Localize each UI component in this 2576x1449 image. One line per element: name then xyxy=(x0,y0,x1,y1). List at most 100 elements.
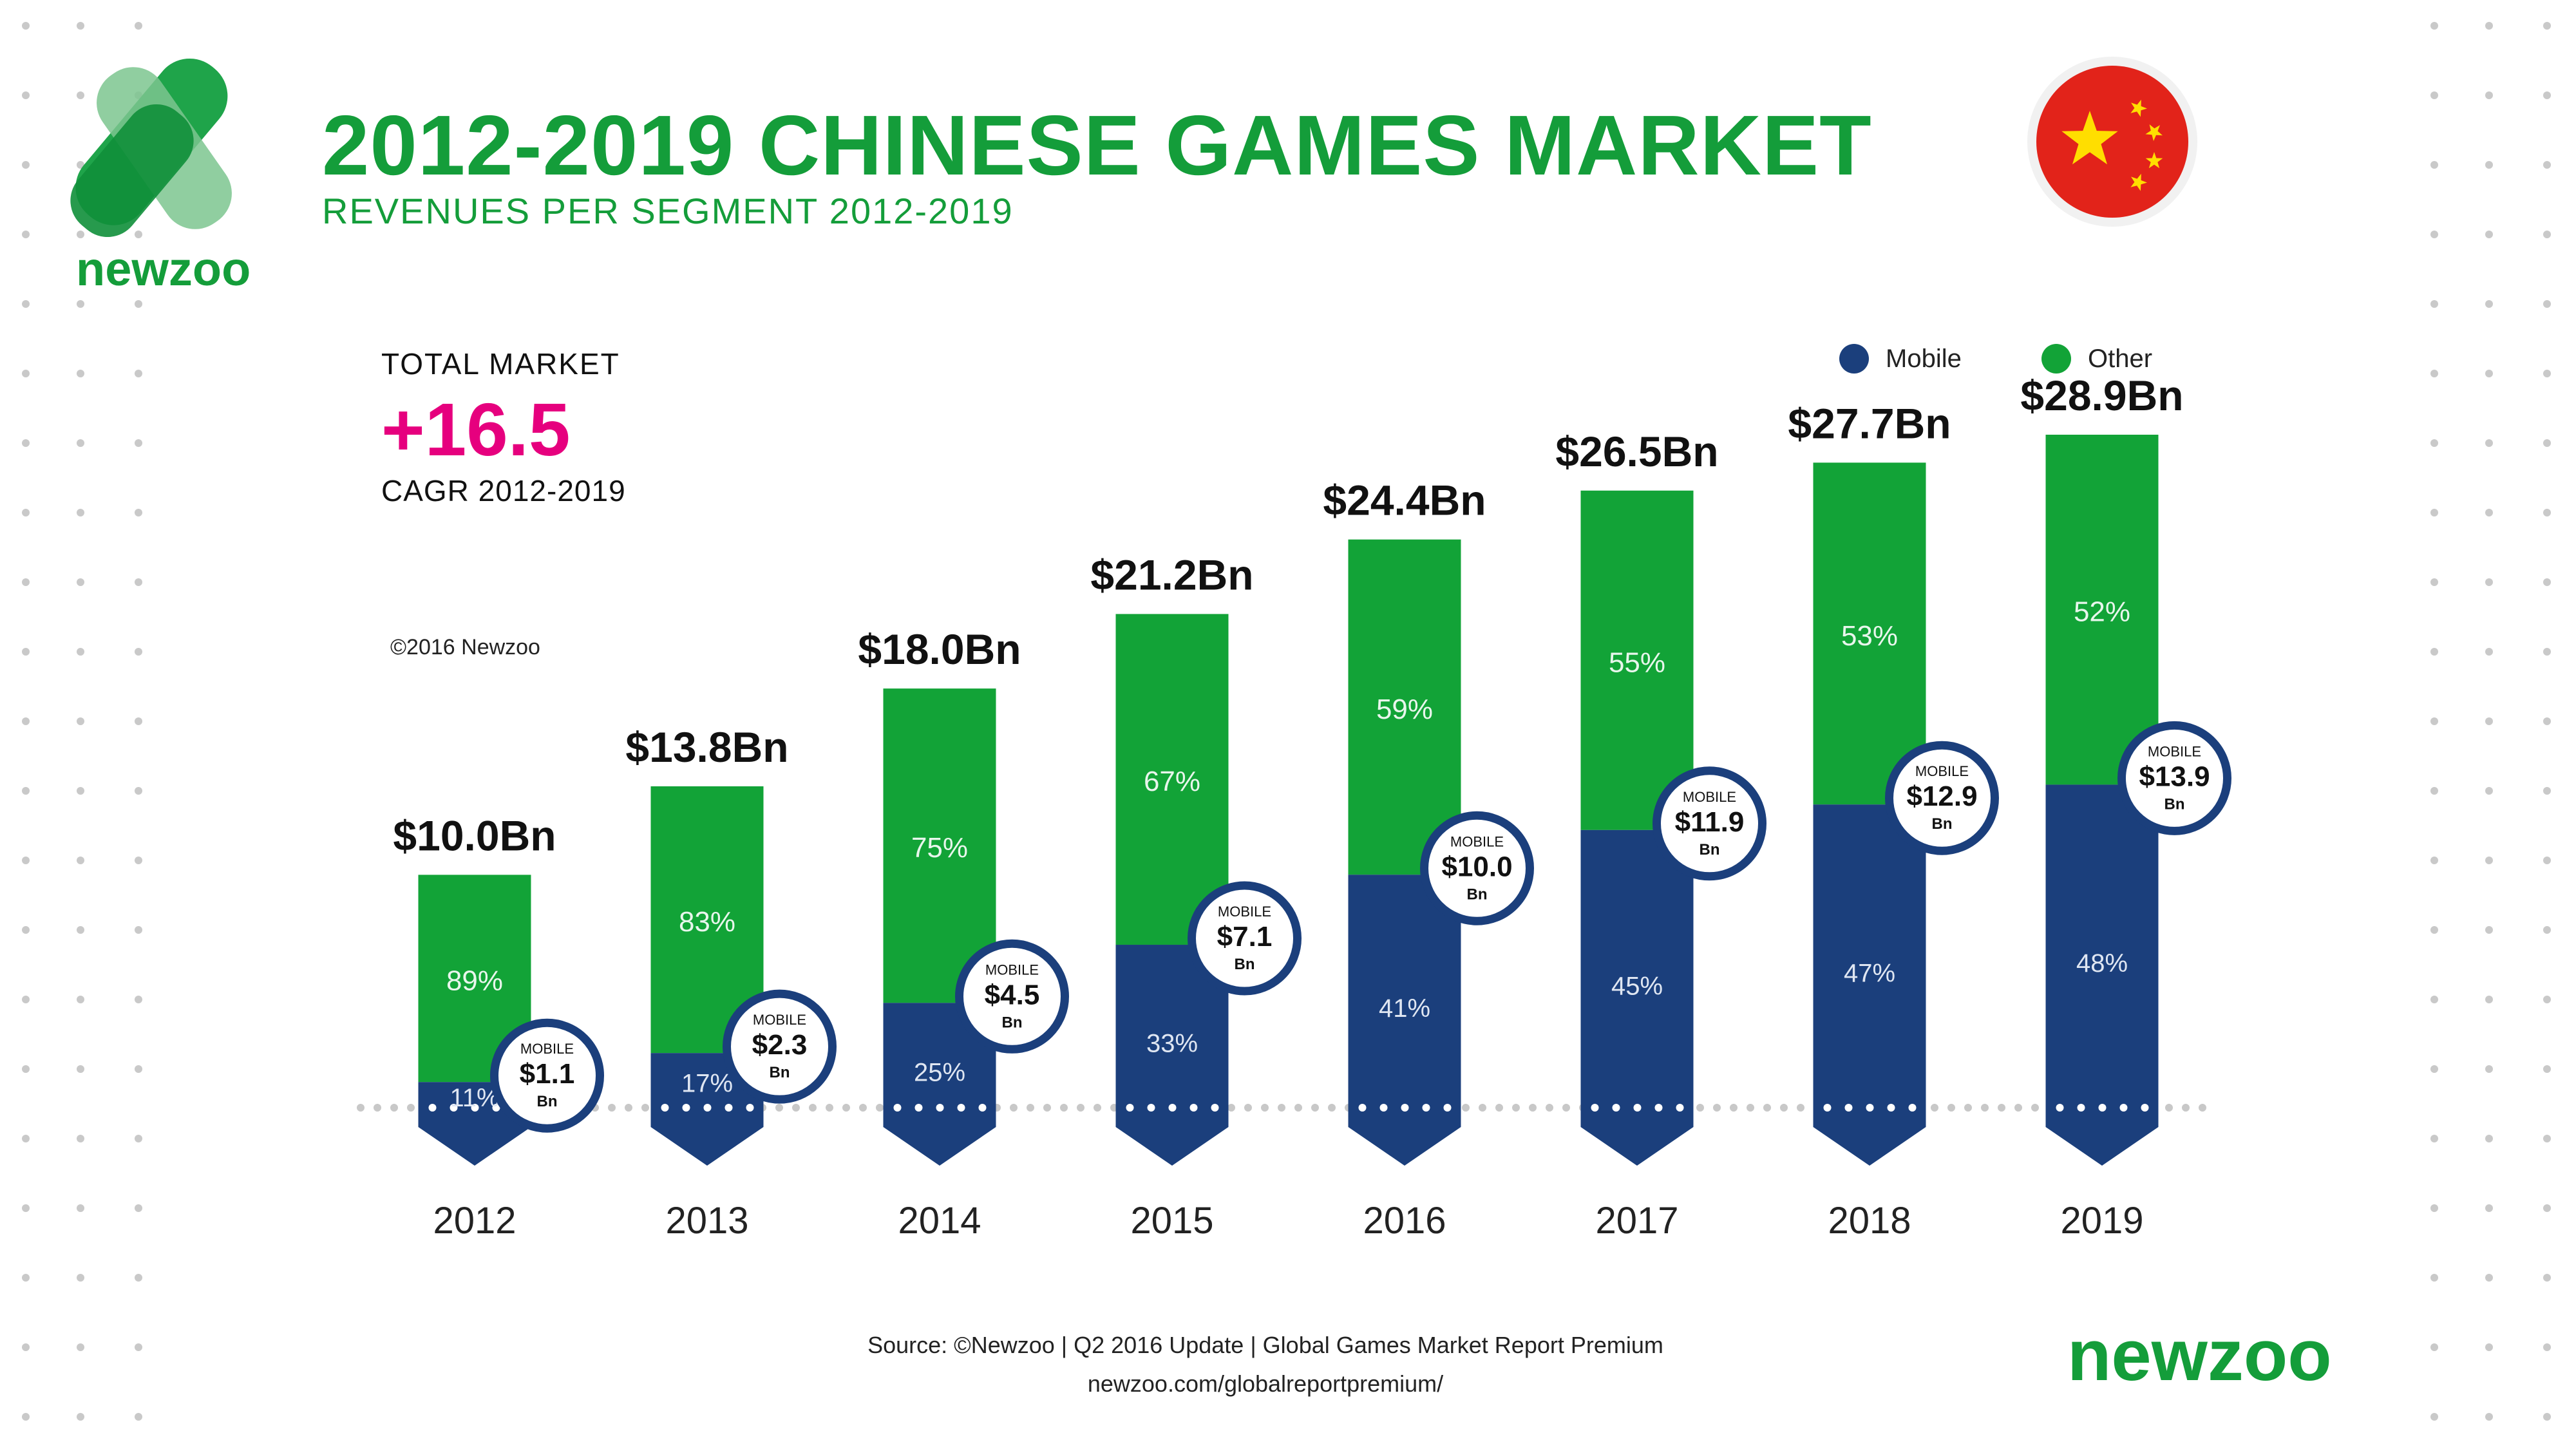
mobile-badge-2014 xyxy=(955,939,1069,1054)
mobile-badge-title: MOBILE xyxy=(1915,763,1969,779)
footer-logo-wordmark: newzoo xyxy=(2067,1315,2332,1396)
mobile-badge-2018 xyxy=(1885,741,1999,855)
background-dot xyxy=(2485,1135,2493,1142)
background-dot xyxy=(22,22,30,30)
background-dot xyxy=(2543,1343,2551,1351)
legend-item-mobile: Mobile xyxy=(1839,344,1962,374)
mobile-badge-unit: Bn xyxy=(1002,1014,1023,1031)
bar-tip-2019 xyxy=(2045,1108,2159,1166)
baseline-dot xyxy=(1168,1104,1177,1112)
background-dot xyxy=(2485,1065,2493,1073)
mobile-badge-value-2018: $12.9 xyxy=(1906,781,1977,812)
background-dot xyxy=(2430,717,2438,725)
bar-mobile-2016 xyxy=(1348,875,1461,1108)
background-dot xyxy=(77,857,84,864)
baseline-dot xyxy=(1211,1104,1219,1112)
background-dot xyxy=(2430,857,2438,864)
background-dot xyxy=(2543,370,2551,377)
background-dot xyxy=(135,231,142,238)
background-dot xyxy=(2485,578,2493,586)
mobile-badge-value-2013: $2.3 xyxy=(752,1029,808,1061)
legend-item-other: Other xyxy=(2041,344,2152,374)
bar-mobile-2019 xyxy=(2045,784,2159,1108)
mobile-badge-2013 xyxy=(723,989,837,1104)
background-dot xyxy=(77,300,84,308)
baseline-dot xyxy=(2077,1104,2085,1112)
background-dot xyxy=(77,22,84,30)
baseline-dot xyxy=(1823,1104,1832,1112)
background-dot xyxy=(77,1065,84,1073)
background-dot xyxy=(2543,439,2551,447)
mobile-badge-value-2017: $11.9 xyxy=(1675,806,1745,838)
background-dot xyxy=(22,300,30,308)
background-dot xyxy=(2430,996,2438,1003)
background-dot xyxy=(22,578,30,586)
flag-star-small xyxy=(2145,124,2163,141)
total-label-2018: $27.7Bn xyxy=(1788,399,1951,447)
background-dot xyxy=(135,857,142,864)
baseline-dot xyxy=(661,1104,669,1112)
background-dot xyxy=(77,996,84,1003)
background-dot xyxy=(2485,22,2493,30)
mobile-badge-unit: Bn xyxy=(1467,886,1488,903)
copyright-note: ©2016 Newzoo xyxy=(390,635,540,659)
background-dot xyxy=(135,370,142,377)
year-label-2012: 2012 xyxy=(433,1200,516,1242)
background-dot xyxy=(2543,787,2551,795)
background-dot xyxy=(22,1343,30,1351)
baseline-dot xyxy=(1358,1104,1367,1112)
other-pct-label-2018: 53% xyxy=(1841,620,1898,652)
baseline-dot xyxy=(1887,1104,1895,1112)
bar-tip-2018 xyxy=(1813,1108,1926,1166)
background-dot xyxy=(77,1204,84,1212)
background-dot xyxy=(77,370,84,377)
background-dot xyxy=(2543,300,2551,308)
background-dot xyxy=(77,787,84,795)
background-dot xyxy=(2430,161,2438,169)
newzoo-logo-icon xyxy=(70,58,232,238)
background-dot xyxy=(2485,161,2493,169)
background-dot xyxy=(22,1413,30,1421)
background-dot xyxy=(2543,1204,2551,1212)
baseline-dot xyxy=(450,1104,458,1112)
baseline-dot xyxy=(1443,1104,1452,1112)
background-dot xyxy=(2430,1413,2438,1421)
background-dot xyxy=(135,648,142,656)
baseline-dot xyxy=(703,1104,712,1112)
background-dot xyxy=(2430,370,2438,377)
background-dot xyxy=(2543,22,2551,30)
background-dot xyxy=(2543,717,2551,725)
page-subtitle: REVENUES PER SEGMENT 2012-2019 xyxy=(322,191,1014,231)
logo-wordmark: newzoo xyxy=(76,242,251,296)
legend-swatch-other xyxy=(2041,344,2071,374)
china-flag-icon xyxy=(2027,57,2197,227)
background-dot xyxy=(2485,1413,2493,1421)
background-dot xyxy=(2485,1204,2493,1212)
background-dot xyxy=(2485,509,2493,516)
total-label-2014: $18.0Bn xyxy=(858,625,1021,673)
background-dot xyxy=(2485,300,2493,308)
year-label-2016: 2016 xyxy=(1363,1200,1446,1242)
background-dot xyxy=(77,717,84,725)
mobile-badge-unit: Bn xyxy=(1700,841,1720,858)
background-dot xyxy=(2430,578,2438,586)
background-dot xyxy=(77,1343,84,1351)
background-dot xyxy=(2543,926,2551,934)
bar-tip-2014 xyxy=(883,1108,996,1166)
background-dot xyxy=(22,439,30,447)
baseline-dot xyxy=(492,1104,500,1112)
background-dot xyxy=(22,1135,30,1142)
mobile-badge-title: MOBILE xyxy=(2148,743,2201,759)
background-dot xyxy=(2485,231,2493,238)
background-dot xyxy=(2543,161,2551,169)
background-dot xyxy=(135,1204,142,1212)
flag-star-small xyxy=(2130,99,2147,117)
background-dot xyxy=(22,787,30,795)
bar-other-2018 xyxy=(1813,462,1926,805)
bar-other-2014 xyxy=(883,688,996,1003)
background-dot xyxy=(2430,1135,2438,1142)
background-dot xyxy=(22,161,30,169)
background-dot xyxy=(135,1135,142,1142)
background-dot xyxy=(2543,1065,2551,1073)
